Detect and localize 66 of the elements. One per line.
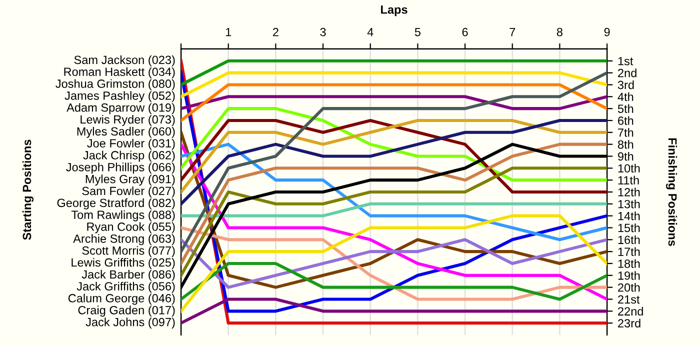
- x-tick-label: 4: [367, 28, 374, 36]
- series-label: James Pashley (052): [64, 91, 175, 102]
- series-label: Sam Fowler (027): [82, 186, 175, 198]
- y2-tick-label: 18th: [618, 259, 640, 268]
- y2-tick-label: 23rd: [618, 318, 640, 328]
- y2-tick-label: 6th: [618, 116, 634, 125]
- y2-tick-label: 19th: [618, 271, 640, 280]
- series-label: Sam Jackson (023): [74, 55, 175, 66]
- series-label: Joshua Grimston (080): [56, 79, 175, 90]
- series-label: Jack Barber (086): [82, 270, 175, 281]
- y2-tick-label: 11th: [618, 176, 639, 184]
- x-tick-label: 3: [320, 28, 326, 36]
- y2-tick-label: 12th: [618, 188, 640, 196]
- line-series: [181, 71, 608, 254]
- line-series: [181, 238, 608, 289]
- y2-tick-label: 13th: [618, 200, 640, 208]
- y2-tick-label: 10th: [618, 164, 640, 173]
- y2-tick-label: 21st: [618, 295, 640, 304]
- y2-tick-label: 8th: [618, 140, 634, 149]
- series-label: Roman Haskett (034): [64, 67, 175, 78]
- y2-axis-title: Finishing Positions: [666, 138, 678, 246]
- series-label: Jack Chrisp (062): [83, 150, 175, 162]
- series-label: Scott Morris (077): [82, 246, 175, 258]
- series-label: Jack Johns (097): [86, 318, 175, 329]
- series-label: Lewis Griffiths (025): [72, 258, 175, 269]
- x-tick-label: 6: [462, 28, 468, 36]
- series-label: Myles Gray (091): [86, 174, 175, 186]
- line-series: [181, 142, 608, 266]
- y2-tick-label: 17th: [618, 247, 640, 256]
- y2-tick-label: 7th: [618, 128, 634, 137]
- series-label: Calum George (046): [68, 294, 175, 305]
- x-tick-label: 2: [273, 28, 278, 36]
- series-label: Adam Sparrow (019): [66, 103, 175, 114]
- y2-tick-label: 1st: [618, 57, 634, 66]
- text: Starting Positions: [22, 140, 34, 240]
- series-label: Joe Fowler (031): [87, 138, 175, 150]
- y2-tick-label: 14th: [618, 212, 640, 220]
- line-series: [181, 226, 608, 301]
- series-label: Craig Gaden (017): [78, 306, 175, 317]
- y2-tick-label: 5th: [618, 104, 634, 113]
- x-tick-label: 5: [414, 28, 420, 36]
- series-label: Joseph Phillips (066): [66, 162, 175, 174]
- series-label: Archie Strong (063): [73, 234, 175, 246]
- x-tick-label: 9: [604, 28, 610, 36]
- series-label: Lewis Ryder (073): [80, 114, 175, 126]
- x-tick-label: 8: [556, 28, 562, 36]
- series-label: Myles Sadler (060): [77, 126, 175, 138]
- line-series: [181, 214, 608, 313]
- y2-tick-label: 4th: [618, 92, 634, 102]
- line-series: [181, 107, 608, 182]
- series-label: Ryan Cook (055): [87, 222, 175, 234]
- y2-tick-label: 2nd: [618, 68, 636, 78]
- x-tick-label: 1: [226, 28, 232, 36]
- series-label: George Stratford (082): [57, 198, 175, 210]
- y2-tick-label: 16th: [618, 235, 640, 244]
- y2-tick-label: 9th: [618, 152, 634, 161]
- y2-tick-label: 20th: [618, 283, 640, 292]
- y2-tick-label: 22nd: [618, 306, 643, 316]
- x-tick-label: 7: [510, 28, 516, 36]
- series-label: Tom Rawlings (088): [71, 210, 175, 222]
- y2-tick-label: 15th: [618, 223, 640, 232]
- x-axis-title: Laps: [381, 6, 408, 16]
- series-label: Jack Griffiths (056): [76, 282, 175, 293]
- line-series: [181, 262, 608, 301]
- line-series: [181, 166, 608, 277]
- y2-tick-label: 3rd: [618, 80, 634, 90]
